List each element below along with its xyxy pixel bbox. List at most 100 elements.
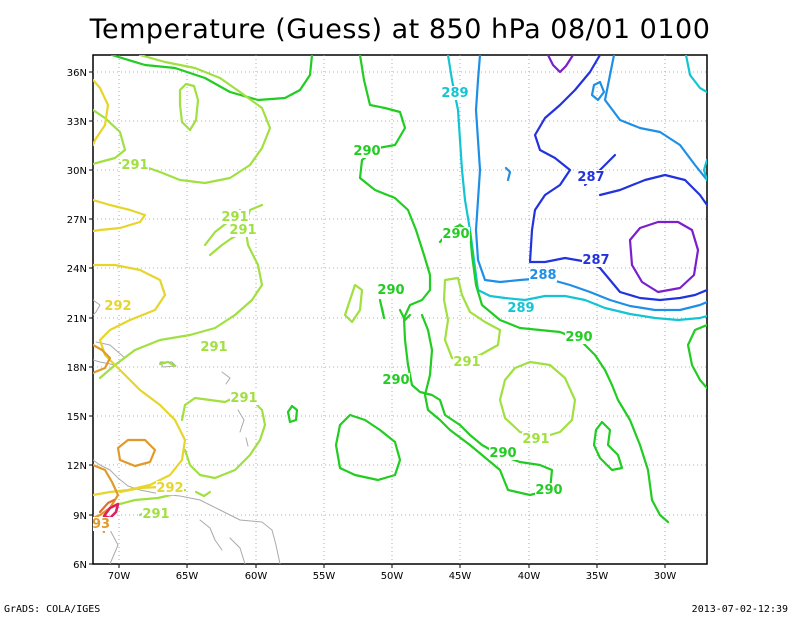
- contour-label: 289: [507, 301, 534, 316]
- contour-290-rightedge: [686, 323, 707, 390]
- x-tick-label: 35W: [586, 571, 609, 582]
- contour-label: 291: [221, 210, 248, 225]
- contour-label: 291: [142, 507, 169, 522]
- y-axis: 36N 33N 30N 27N 24N 21N 18N 15N 12N 9N 6N: [67, 68, 93, 571]
- contour-291-pr: [158, 360, 177, 368]
- contour-289-main: [446, 55, 707, 322]
- contour-289-topright: [684, 55, 707, 94]
- contour-label-bg: [582, 253, 610, 267]
- contour-label-bg: [230, 391, 258, 405]
- contour-290-loop: [592, 420, 624, 472]
- contour-label: 290: [377, 283, 404, 298]
- contour-291-oval: [178, 82, 200, 132]
- contour-293-loop: [116, 438, 157, 468]
- y-tick-label: 30N: [67, 166, 87, 177]
- contour-292: [93, 78, 187, 497]
- y-tick-label: 15N: [67, 412, 87, 423]
- contour-291-dot: [194, 490, 212, 498]
- x-tick-label: 65W: [176, 571, 199, 582]
- timestamp-text: 2013-07-02-12:39: [691, 604, 788, 615]
- contour-286: [546, 55, 700, 294]
- contour-label: 291: [200, 340, 227, 355]
- contour-label-bg: [104, 299, 132, 313]
- contour-286-top: [546, 55, 575, 74]
- contour-label-bg: [453, 355, 481, 369]
- contour-288-island: [590, 80, 606, 102]
- contour-label: 290: [442, 227, 469, 242]
- contour-291-center: [442, 276, 502, 362]
- y-tick-label: 36N: [67, 68, 87, 79]
- x-tick-label: 60W: [245, 571, 268, 582]
- y-tick-label: 21N: [67, 314, 87, 325]
- contour-290-central: [358, 55, 554, 497]
- contour-287-main: [528, 55, 707, 302]
- contour-288-upper: [603, 55, 707, 182]
- contour-290-bits: [378, 298, 412, 322]
- contour-label-bg: [507, 301, 535, 315]
- contour-label: 287: [582, 253, 609, 268]
- contour-label: 291: [121, 158, 148, 173]
- contour-label-bg: [229, 223, 257, 237]
- land-outlines: [93, 299, 281, 564]
- y-tick-label: 27N: [67, 215, 87, 226]
- contour-292-west1: [93, 198, 147, 233]
- x-tick-label: 70W: [108, 571, 131, 582]
- contour-287: [528, 55, 707, 302]
- y-tick-label: 33N: [67, 117, 87, 128]
- contour-label: 290: [489, 446, 516, 461]
- contour-label: 291: [230, 391, 257, 406]
- contour-label: 93: [92, 517, 110, 532]
- contour-291-tall: [343, 283, 364, 324]
- contour-287-inner: [598, 173, 707, 207]
- contour-label-bg: [377, 283, 405, 297]
- contour-label: 289: [441, 86, 468, 101]
- contour-288-main: [474, 55, 707, 312]
- contour-label-bg: [565, 330, 593, 344]
- y-tick-label: 12N: [67, 461, 87, 472]
- coastline-lesser-antilles: [221, 371, 249, 447]
- credit-text: GrADS: COLA/IGES: [4, 604, 101, 615]
- x-tick-label: 40W: [518, 571, 541, 582]
- contour-label-bg: [142, 507, 170, 521]
- contour-label-bg: [221, 210, 249, 224]
- contour-289: [446, 55, 707, 322]
- contour-286-ring: [628, 220, 700, 294]
- contour-293-sw: [93, 463, 120, 520]
- contour-label-bg: [442, 227, 470, 241]
- contour-label-bg: [353, 144, 381, 158]
- x-axis: 70W 65W 60W 55W 50W 45W 40W 35W 30W: [108, 564, 676, 582]
- contour-label-bg: [441, 86, 469, 100]
- contour-294: [98, 498, 116, 514]
- contour-288-fragment: [504, 166, 512, 182]
- contour-label: 291: [522, 432, 549, 447]
- plot-frame: [92, 54, 708, 565]
- coastline-bahamas: [93, 299, 101, 316]
- contour-label: 292: [104, 299, 131, 314]
- contour-289-edge: [702, 158, 707, 182]
- map-title: Temperature (Guess) at 850 hPa 08/01 010…: [89, 14, 711, 45]
- contour-label-bg: [156, 481, 184, 495]
- y-tick-label: 24N: [67, 264, 87, 275]
- grid-lines: [93, 55, 707, 564]
- contour-290-blob: [334, 413, 402, 482]
- contour-label: 290: [353, 144, 380, 159]
- contour-label-bg: [121, 158, 149, 172]
- contour-label-bg: [93, 517, 115, 531]
- contour-291-antilles: [180, 393, 267, 480]
- contour-label: 292: [156, 481, 183, 496]
- contour-label-bg: [535, 483, 563, 497]
- coastline-south-america: [93, 459, 281, 564]
- contour-290-small: [286, 404, 299, 424]
- contour-label-bg: [577, 170, 605, 184]
- contour-292-nw: [93, 78, 110, 147]
- contour-label: 290: [535, 483, 562, 498]
- contour-label: 291: [453, 355, 480, 370]
- contour-288: [474, 55, 707, 312]
- contour-label: 290: [565, 330, 592, 345]
- contour-label: 287: [577, 170, 604, 185]
- contour-label-bg: [489, 446, 517, 460]
- contour-label-bg: [200, 340, 228, 354]
- contour-label: 290: [382, 373, 409, 388]
